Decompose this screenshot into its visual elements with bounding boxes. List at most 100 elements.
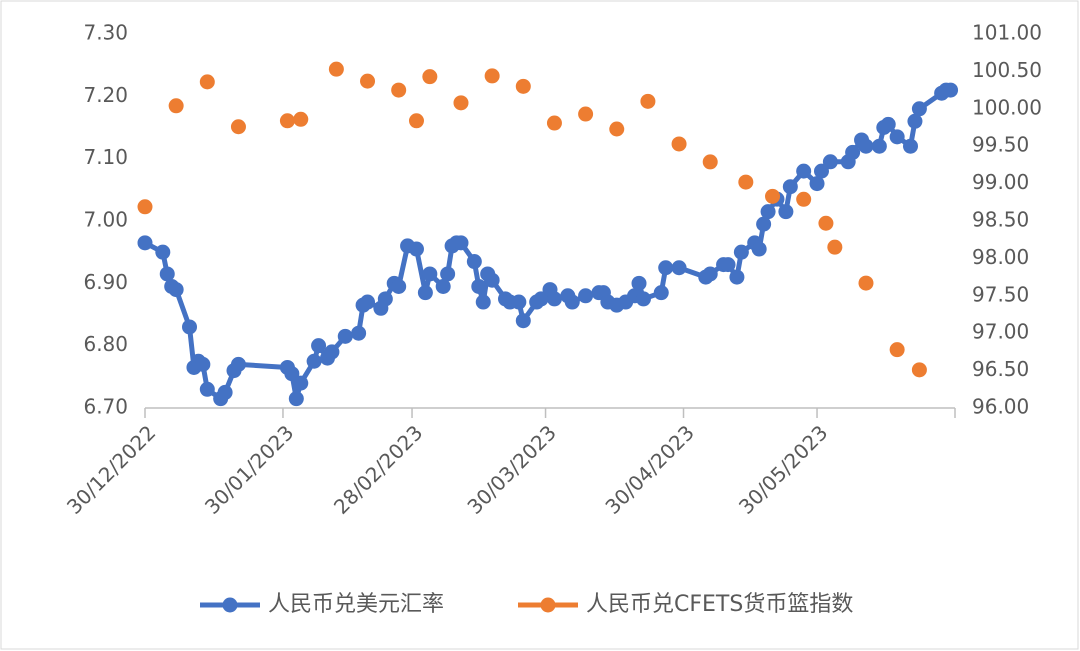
series-marker	[858, 138, 874, 154]
series-marker	[658, 260, 674, 276]
series-marker	[360, 73, 376, 89]
series-marker	[435, 278, 451, 294]
series-marker	[782, 179, 798, 195]
series-marker	[168, 282, 184, 298]
series-marker	[155, 244, 171, 260]
y2-tick-label: 97.50	[972, 282, 1029, 306]
series-marker	[440, 266, 456, 282]
series-marker	[640, 93, 656, 109]
series-marker	[422, 69, 438, 85]
series-marker	[453, 235, 469, 251]
y-tick-label: 6.70	[83, 395, 128, 419]
legend-swatch-marker	[222, 597, 238, 613]
series-marker	[533, 291, 549, 307]
series-marker	[564, 294, 580, 310]
legend-swatch-marker	[540, 597, 556, 613]
legend-label: 人民币兑CFETS货币篮指数	[586, 592, 853, 617]
series-marker	[408, 241, 424, 257]
series-marker	[279, 113, 295, 129]
series-marker	[809, 176, 825, 192]
series-marker	[671, 136, 687, 152]
series-marker	[230, 356, 246, 372]
series-marker	[818, 215, 834, 231]
series-marker	[911, 362, 927, 378]
legend-label: 人民币兑美元汇率	[268, 592, 444, 617]
series-marker	[360, 294, 376, 310]
series-marker	[546, 291, 562, 307]
series-marker	[729, 269, 745, 285]
series-marker	[738, 174, 754, 190]
series-marker	[546, 115, 562, 131]
series-marker	[484, 68, 500, 84]
y2-tick-label: 98.50	[972, 208, 1029, 232]
series-marker	[880, 116, 896, 132]
series-marker	[653, 285, 669, 301]
series-marker	[351, 325, 367, 341]
series-marker	[911, 101, 927, 117]
series-marker	[377, 291, 393, 307]
series-marker	[733, 244, 749, 260]
series-marker	[466, 254, 482, 270]
series-marker	[182, 319, 198, 335]
series-marker	[578, 106, 594, 122]
series-marker	[168, 98, 184, 114]
series-marker	[902, 138, 918, 154]
series-marker	[391, 82, 407, 98]
series-marker	[293, 111, 309, 127]
series-marker	[471, 278, 487, 294]
series-marker	[943, 82, 959, 98]
series-marker	[631, 275, 647, 291]
series-marker	[889, 342, 905, 358]
series-marker	[796, 163, 812, 179]
series-marker	[578, 288, 594, 304]
series-marker	[417, 285, 433, 301]
series-marker	[137, 199, 153, 215]
y-tick-label: 7.30	[83, 21, 128, 45]
series-marker	[195, 356, 211, 372]
series-marker	[199, 74, 215, 90]
y2-tick-label: 96.50	[972, 357, 1029, 381]
y-tick-label: 7.00	[83, 208, 128, 232]
y-tick-label: 7.20	[83, 83, 128, 107]
series-marker	[515, 78, 531, 94]
y2-tick-label: 97.00	[972, 320, 1029, 344]
y2-tick-label: 99.50	[972, 133, 1029, 157]
series-marker	[484, 272, 500, 288]
series-marker	[720, 257, 736, 273]
series-marker	[324, 344, 340, 360]
series-marker	[671, 260, 687, 276]
series-marker	[822, 154, 838, 170]
series-marker	[422, 266, 438, 282]
series-marker	[328, 61, 344, 77]
series-marker	[137, 235, 153, 251]
y2-tick-label: 99.00	[972, 170, 1029, 194]
series-marker	[907, 113, 923, 129]
series-marker	[751, 241, 767, 257]
series-marker	[702, 154, 718, 170]
series-marker	[284, 366, 300, 382]
series-marker	[858, 275, 874, 291]
series-marker	[288, 391, 304, 407]
y2-tick-label: 100.00	[972, 95, 1042, 119]
series-marker	[408, 113, 424, 129]
series-marker	[871, 138, 887, 154]
series-marker	[765, 188, 781, 204]
series-marker	[889, 129, 905, 145]
series-marker	[453, 95, 469, 111]
series-marker	[217, 384, 233, 400]
series-marker	[311, 338, 327, 354]
series-marker	[609, 121, 625, 137]
series-marker	[827, 239, 843, 255]
y2-tick-label: 96.00	[972, 395, 1029, 419]
y-tick-label: 7.10	[83, 145, 128, 169]
y2-tick-label: 98.00	[972, 245, 1029, 269]
series-marker	[199, 381, 215, 397]
series-marker	[475, 294, 491, 310]
series-marker	[635, 291, 651, 307]
series-marker	[337, 328, 353, 344]
series-marker	[159, 266, 175, 282]
series-marker	[760, 204, 776, 220]
y-tick-label: 6.90	[83, 270, 128, 294]
